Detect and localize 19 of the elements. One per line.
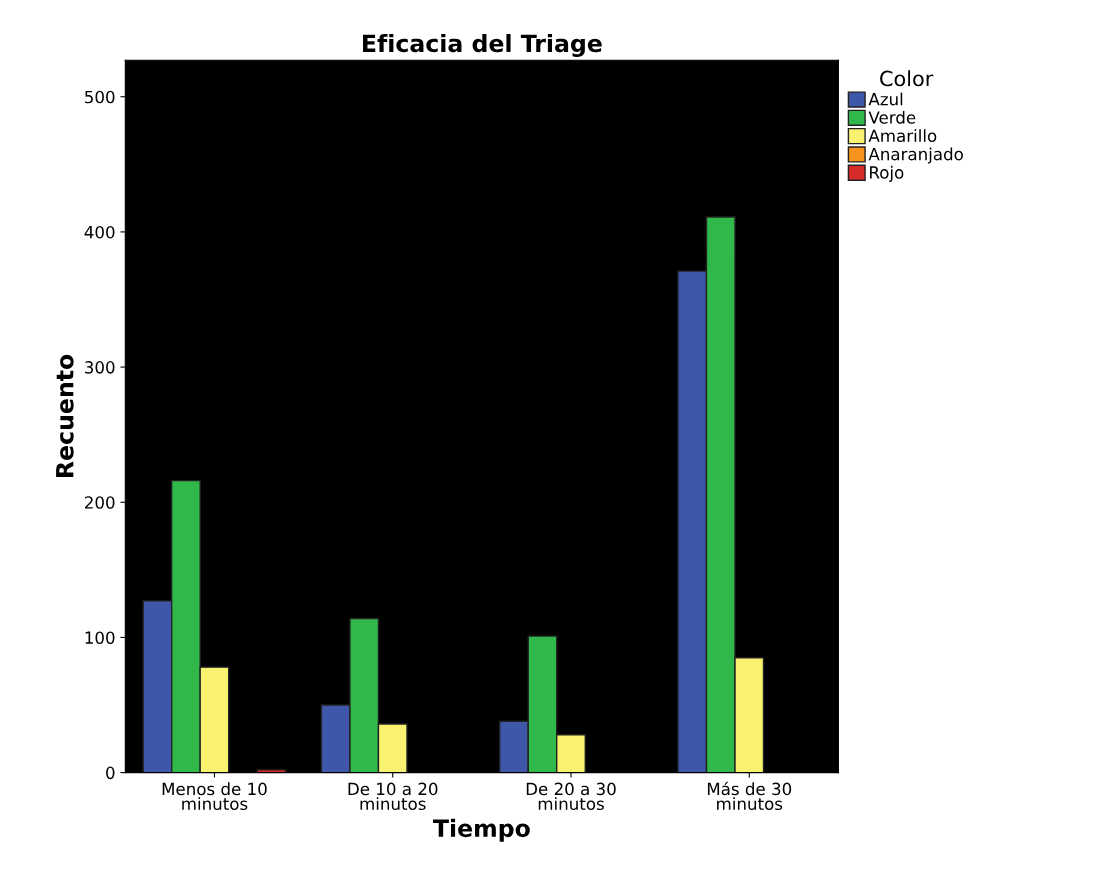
x-axis-title: Tiempo <box>433 818 530 842</box>
x-tick-label: De 10 a 20 minutos <box>348 782 438 811</box>
legend-label: Rojo <box>870 165 904 182</box>
legend-label: Azul <box>868 92 903 106</box>
y-tick-label: 300 <box>85 361 115 374</box>
y-tick-label: 400 <box>84 225 115 239</box>
y-tick-label: 500 <box>85 90 115 104</box>
y-tick-label: 0 <box>106 766 115 780</box>
legend-label: Verde <box>868 110 916 124</box>
y-tick-label: 100 <box>85 631 115 644</box>
x-tick-label: Menos de 10 minutos <box>162 782 267 811</box>
x-tick-label: Más de 30 minutos <box>707 781 792 811</box>
legend-title: Color <box>880 70 934 87</box>
y-tick-label: 200 <box>85 496 115 509</box>
legend-label: Anaranjado <box>868 147 963 164</box>
legend-label: Amarillo <box>868 129 937 143</box>
x-tick-label: De 20 a 30 minutos <box>526 782 616 811</box>
chart-title: Eficacia del Triage <box>363 33 602 58</box>
y-axis-title: Recuento <box>56 354 74 477</box>
